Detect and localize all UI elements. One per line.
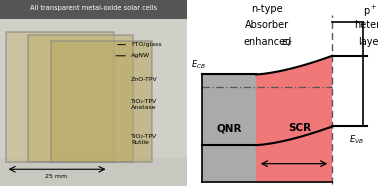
Text: QNR: QNR [216,123,242,133]
Text: $E_{VB}$: $E_{VB}$ [349,134,364,146]
Text: p$^+$: p$^+$ [363,4,378,19]
Text: $E_{CB}$: $E_{CB}$ [191,58,206,71]
Text: AgNW: AgNW [116,53,150,58]
Text: hetero: hetero [355,20,378,31]
Text: n-type: n-type [251,4,283,14]
Text: SCR: SCR [288,123,311,133]
Text: All transparent metal-oxide solar cells: All transparent metal-oxide solar cells [30,5,157,11]
Text: $\varepsilon_r$: $\varepsilon_r$ [280,37,292,49]
Text: TiO₂-TPV
Anatase: TiO₂-TPV Anatase [131,99,157,110]
Text: Absorber: Absorber [245,20,289,31]
Text: ZnO-TPV: ZnO-TPV [131,78,158,82]
Text: 25 mm: 25 mm [45,174,67,179]
Bar [6,32,114,162]
Bar [28,35,133,162]
Bar [0,0,187,19]
Text: TiO₂-TPV
Rutile: TiO₂-TPV Rutile [131,134,157,145]
Bar [51,41,152,162]
Bar [0,158,187,186]
Text: layer: layer [358,37,378,47]
Text: FTO/glass: FTO/glass [118,42,162,47]
Text: enhanced: enhanced [243,37,291,47]
